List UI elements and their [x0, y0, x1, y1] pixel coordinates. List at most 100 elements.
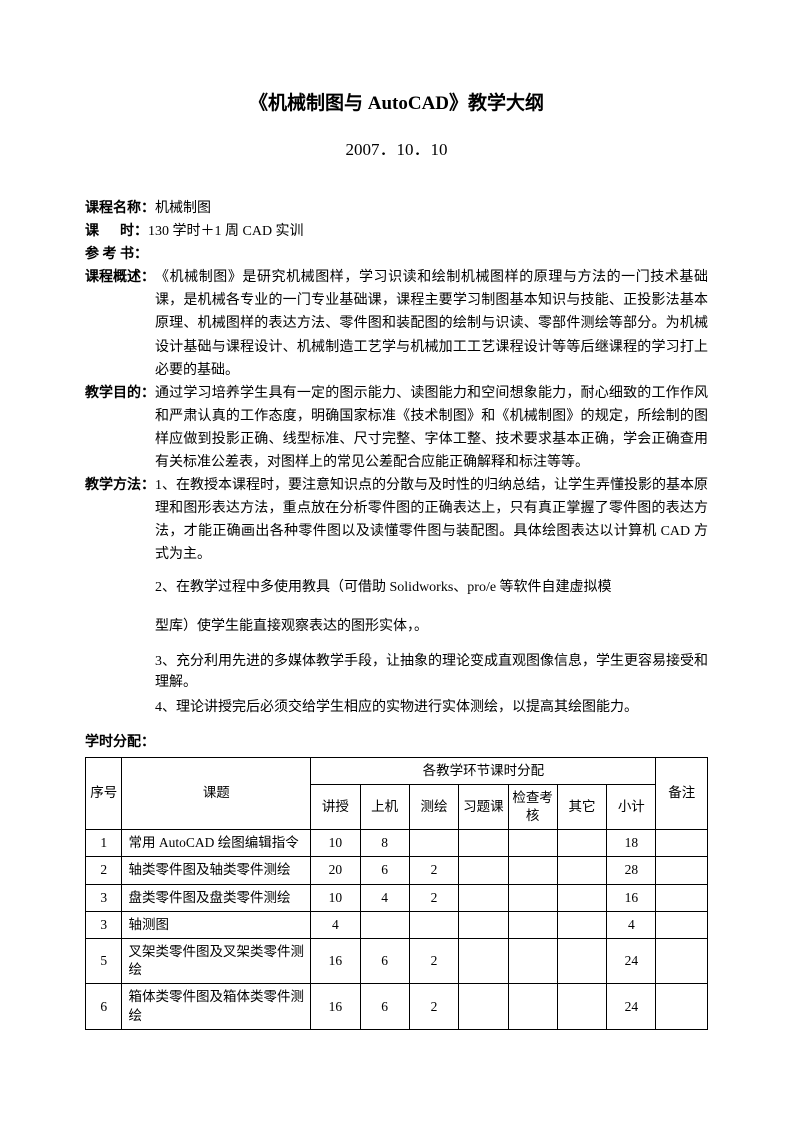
cell-topic: 叉架类零件图及叉架类零件测绘	[122, 939, 311, 984]
cell-seq: 6	[86, 984, 122, 1029]
method2b-text: 型库）使学生能直接观察表达的图形实体，。	[155, 616, 708, 637]
th-subtotal: 小计	[607, 784, 656, 829]
label-allocation: 学时分配：	[85, 732, 708, 753]
cell-seq: 5	[86, 939, 122, 984]
th-seq: 序号	[86, 757, 122, 830]
cell-lecture: 10	[311, 830, 360, 857]
label-method: 教学方法：	[85, 474, 155, 497]
cell-survey: 2	[409, 939, 458, 984]
cell-lab: 4	[360, 884, 409, 911]
row-reference: 参 考 书：	[85, 243, 708, 266]
cell-lecture: 20	[311, 857, 360, 884]
label-overview: 课程概述：	[85, 266, 155, 289]
method1-text: 1、在教授本课程时，要注意知识点的分散与及时性的归纳总结，让学生弄懂投影的基本原…	[155, 474, 708, 566]
cell-exam	[508, 884, 557, 911]
cell-topic: 轴类零件图及轴类零件测绘	[122, 857, 311, 884]
row-objective: 教学目的： 通过学习培养学生具有一定的图示能力、读图能力和空间想象能力，耐心细致…	[85, 382, 708, 474]
cell-exam	[508, 911, 557, 938]
method2-text: 2、在教学过程中多使用教具（可借助 Solidworks、pro/e 等软件自建…	[155, 577, 708, 598]
th-exam: 检查考核	[508, 784, 557, 829]
cell-subtotal: 4	[607, 911, 656, 938]
cell-lecture: 4	[311, 911, 360, 938]
cell-subtotal: 24	[607, 984, 656, 1029]
cell-subtotal: 18	[607, 830, 656, 857]
cell-topic: 轴测图	[122, 911, 311, 938]
cell-topic: 盘类零件图及盘类零件测绘	[122, 884, 311, 911]
th-topic: 课题	[122, 757, 311, 830]
value-method: 1、在教授本课程时，要注意知识点的分散与及时性的归纳总结，让学生弄懂投影的基本原…	[155, 474, 708, 566]
cell-topic: 箱体类零件图及箱体类零件测绘	[122, 984, 311, 1029]
cell-survey	[409, 911, 458, 938]
table-row: 1常用 AutoCAD 绘图编辑指令108 18	[86, 830, 708, 857]
cell-exercise	[459, 939, 508, 984]
cell-survey	[409, 830, 458, 857]
cell-lab	[360, 911, 409, 938]
row-hours: 课 时： 130 学时＋1 周 CAD 实训	[85, 220, 708, 243]
cell-subtotal: 24	[607, 939, 656, 984]
label-course-name: 课程名称：	[85, 197, 155, 220]
cell-seq: 3	[86, 884, 122, 911]
th-lab: 上机	[360, 784, 409, 829]
allocation-table: 序号 课题 各教学环节课时分配 备注 讲授 上机 测绘 习题课 检查考核 其它 …	[85, 757, 708, 1030]
th-group: 各教学环节课时分配	[311, 757, 656, 784]
cell-topic: 常用 AutoCAD 绘图编辑指令	[122, 830, 311, 857]
cell-seq: 3	[86, 911, 122, 938]
table-body: 1常用 AutoCAD 绘图编辑指令108182轴类零件图及轴类零件测绘2062…	[86, 830, 708, 1030]
table-row: 3盘类零件图及盘类零件测绘1042 16	[86, 884, 708, 911]
table-row: 2轴类零件图及轴类零件测绘206228	[86, 857, 708, 884]
th-survey: 测绘	[409, 784, 458, 829]
cell-seq: 1	[86, 830, 122, 857]
value-course-name: 机械制图	[155, 197, 708, 220]
th-lecture: 讲授	[311, 784, 360, 829]
table-row: 6箱体类零件图及箱体类零件测绘166224	[86, 984, 708, 1029]
cell-other	[557, 984, 606, 1029]
cell-note	[656, 911, 708, 938]
doc-date: 2007．10．10	[85, 137, 708, 163]
cell-seq: 2	[86, 857, 122, 884]
cell-other	[557, 911, 606, 938]
value-overview: 《机械制图》是研究机械图样，学习识读和绘制机械图样的原理与方法的一门技术基础课，…	[155, 266, 708, 381]
cell-exercise	[459, 911, 508, 938]
label-reference: 参 考 书：	[85, 243, 148, 266]
cell-survey: 2	[409, 857, 458, 884]
cell-note	[656, 884, 708, 911]
table-row: 3轴测图44	[86, 911, 708, 938]
cell-note	[656, 939, 708, 984]
cell-lecture: 10	[311, 884, 360, 911]
th-exercise: 习题课	[459, 784, 508, 829]
cell-exam	[508, 939, 557, 984]
cell-other	[557, 939, 606, 984]
method4-text: 4、理论讲授完后必须交给学生相应的实物进行实体测绘，以提高其绘图能力。	[155, 697, 708, 718]
overview-text: 《机械制图》是研究机械图样，学习识读和绘制机械图样的原理与方法的一门技术基础课，…	[155, 266, 708, 381]
cell-exercise	[459, 857, 508, 884]
value-hours: 130 学时＋1 周 CAD 实训	[148, 220, 708, 243]
cell-subtotal: 16	[607, 884, 656, 911]
cell-lecture: 16	[311, 984, 360, 1029]
row-method: 教学方法： 1、在教授本课程时，要注意知识点的分散与及时性的归纳总结，让学生弄懂…	[85, 474, 708, 566]
cell-lab: 6	[360, 939, 409, 984]
cell-subtotal: 28	[607, 857, 656, 884]
cell-exercise	[459, 884, 508, 911]
cell-note	[656, 857, 708, 884]
row-overview: 课程概述： 《机械制图》是研究机械图样，学习识读和绘制机械图样的原理与方法的一门…	[85, 266, 708, 381]
cell-exercise	[459, 984, 508, 1029]
cell-exercise	[459, 830, 508, 857]
cell-lab: 8	[360, 830, 409, 857]
cell-exam	[508, 984, 557, 1029]
cell-exam	[508, 830, 557, 857]
cell-lecture: 16	[311, 939, 360, 984]
info-block: 课程名称： 机械制图 课 时： 130 学时＋1 周 CAD 实训 参 考 书：…	[85, 197, 708, 718]
cell-note	[656, 984, 708, 1029]
cell-lab: 6	[360, 984, 409, 1029]
cell-survey: 2	[409, 884, 458, 911]
doc-title: 《机械制图与 AutoCAD》教学大纲	[85, 90, 708, 119]
cell-lab: 6	[360, 857, 409, 884]
table-row: 5叉架类零件图及叉架类零件测绘1662 24	[86, 939, 708, 984]
cell-note	[656, 830, 708, 857]
objective-text: 通过学习培养学生具有一定的图示能力、读图能力和空间想象能力，耐心细致的工作作风和…	[155, 382, 708, 474]
table-header-row-1: 序号 课题 各教学环节课时分配 备注	[86, 757, 708, 784]
label-objective: 教学目的：	[85, 382, 155, 405]
th-other: 其它	[557, 784, 606, 829]
method3-text: 3、充分利用先进的多媒体教学手段，让抽象的理论变成直观图像信息，学生更容易接受和…	[155, 651, 708, 693]
value-objective: 通过学习培养学生具有一定的图示能力、读图能力和空间想象能力，耐心细致的工作作风和…	[155, 382, 708, 474]
